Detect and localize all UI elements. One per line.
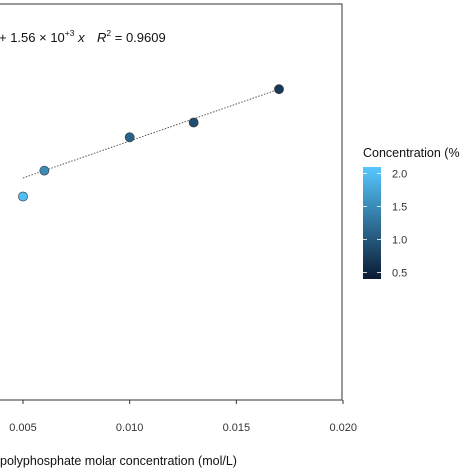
data-point-5	[274, 84, 284, 95]
data-point-1	[18, 191, 28, 202]
equation-slope-text: + 1.56 × 10	[0, 30, 65, 45]
regression-line	[22, 88, 280, 179]
data-point-3	[124, 132, 135, 143]
r-squared-value: = 0.9609	[111, 30, 166, 45]
r-squared-label: R	[97, 30, 106, 45]
x-tick-label-3: 0.015	[223, 422, 251, 434]
equation-exponent: +3	[65, 28, 75, 38]
legend-tick-label-2: 1.5	[392, 202, 407, 214]
legend-tick-label-4: 0.5	[392, 267, 407, 279]
legend-tick-label-1: 2.0	[392, 169, 407, 181]
legend-colorbar	[363, 167, 381, 279]
equation-variable: x	[74, 30, 85, 45]
x-axis-ticks: 0.005 0.010 0.015 0.020	[9, 400, 357, 434]
x-tick-label-4: 0.020	[329, 422, 357, 434]
data-points	[18, 84, 284, 202]
x-tick-label-1: 0.005	[9, 422, 37, 434]
x-tick-label-2: 0.010	[116, 422, 144, 434]
x-axis-title: polyphosphate molar concentration (mol/L…	[0, 454, 237, 468]
plot-border	[0, 3, 343, 401]
legend-tick-label-3: 1.0	[392, 234, 407, 246]
r-squared-exponent: 2	[106, 28, 111, 38]
legend-title: Concentration (%	[363, 146, 460, 160]
legend-ticks: 2.0 1.5 1.0 0.5	[363, 169, 407, 279]
plot-panel	[0, 3, 343, 401]
data-point-4	[188, 117, 199, 128]
color-legend: Concentration (% 2.0 1.5 1.0 0.5	[363, 146, 460, 279]
data-point-2	[39, 165, 50, 176]
regression-equation: + 1.56 × 10+3 x R2 = 0.9609	[0, 28, 166, 45]
